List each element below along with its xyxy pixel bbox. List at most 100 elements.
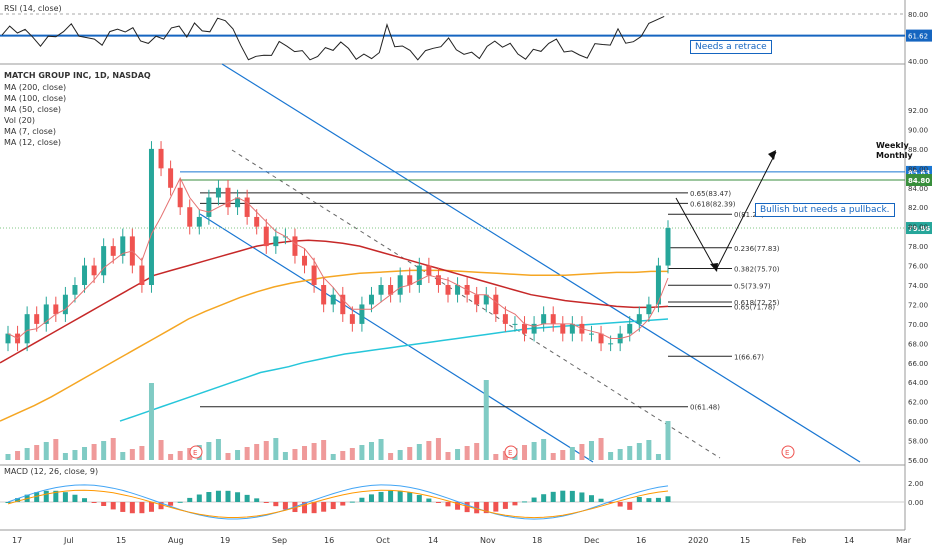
candle-body xyxy=(148,148,154,285)
price-tick-label: 92.00 xyxy=(908,107,928,115)
candle-body xyxy=(397,275,403,295)
macd-histogram-bar xyxy=(426,498,432,502)
macd-histogram-bar xyxy=(129,502,135,514)
volume-bar xyxy=(148,383,154,460)
ma200-line xyxy=(0,239,669,364)
volume-bar xyxy=(110,438,116,460)
x-tick-label: Feb xyxy=(792,536,806,545)
candle-body xyxy=(435,275,441,285)
fib-level-label: 0.618(72.25) xyxy=(734,299,780,307)
ma50-line xyxy=(119,318,669,422)
candle-body xyxy=(244,197,250,217)
fib-top-label: 0.65(83.47) xyxy=(690,190,731,198)
candle-body xyxy=(522,323,528,334)
volume-bar xyxy=(416,444,422,460)
macd-histogram-bar xyxy=(177,501,183,503)
macd-histogram-bar xyxy=(388,490,394,502)
macd-histogram-bar xyxy=(206,492,212,502)
earnings-marker xyxy=(189,445,203,459)
price-tick-label: 78.00 xyxy=(908,243,928,251)
candle-body xyxy=(302,255,308,266)
volume-bar xyxy=(5,454,11,460)
volume-bar xyxy=(254,444,260,460)
macd-histogram-bar xyxy=(569,490,575,502)
candle-body xyxy=(455,285,461,295)
last-price-label: 79.86 xyxy=(908,225,930,233)
volume-bar xyxy=(493,454,499,460)
macd-histogram-bar xyxy=(368,494,374,502)
macd-histogram-bar xyxy=(455,502,461,510)
volume-bar xyxy=(24,448,30,460)
projection-arrowhead xyxy=(710,263,718,272)
rsi-title: RSI (14, close) xyxy=(4,4,62,13)
candle-body xyxy=(646,304,652,315)
macd-histogram-bar xyxy=(330,502,336,510)
macd-tick-label: 0.00 xyxy=(908,499,924,507)
macd-histogram-bar xyxy=(340,502,346,506)
x-tick-label: 16 xyxy=(636,536,646,545)
x-tick-label: 18 xyxy=(532,536,542,545)
price-tick-label: 64.00 xyxy=(908,379,928,387)
candle-body xyxy=(493,294,499,315)
candle-body xyxy=(340,294,346,315)
macd-histogram-bar xyxy=(550,491,556,502)
rsi-tick-label: 40.00 xyxy=(908,58,928,66)
volume-bar xyxy=(569,447,575,460)
macd-histogram-bar xyxy=(263,502,269,503)
macd-histogram-bar xyxy=(235,492,241,502)
channel-upper-line xyxy=(221,63,861,463)
volume-bar xyxy=(129,449,135,460)
volume-bar xyxy=(139,446,145,460)
price-tick-label: 90.00 xyxy=(908,126,928,134)
indicator-vol: Vol (20) xyxy=(4,116,35,125)
macd-histogram-bar xyxy=(158,502,164,510)
macd-histogram-bar xyxy=(531,497,537,502)
volume-bar xyxy=(34,445,40,460)
rsi-line xyxy=(1,15,665,61)
last-price-tag xyxy=(906,222,932,235)
candle-body xyxy=(512,323,518,325)
x-tick-label: Oct xyxy=(376,536,390,545)
indicator-ma50: MA (50, close) xyxy=(4,105,62,114)
volume-bar xyxy=(15,451,21,460)
earnings-marker xyxy=(504,445,518,459)
candle-body xyxy=(168,168,174,188)
volume-bar xyxy=(43,442,49,460)
candle-body xyxy=(541,314,547,324)
volume-bar xyxy=(225,453,231,460)
x-tick-label: 15 xyxy=(116,536,126,545)
pullback-note: Bullish but needs a pullback. xyxy=(755,203,895,217)
candle-body xyxy=(388,285,394,295)
macd-histogram-bar xyxy=(244,494,250,502)
candle-body xyxy=(636,314,642,324)
macd-histogram-bar xyxy=(579,492,585,502)
macd-histogram-bar xyxy=(168,502,174,506)
macd-histogram-bar xyxy=(588,495,594,502)
candle-body xyxy=(235,197,241,208)
macd-histogram-bar xyxy=(254,498,260,502)
indicator-ma200: MA (200, close) xyxy=(4,83,67,92)
macd-histogram-bar xyxy=(282,502,288,510)
volume-bar xyxy=(263,441,269,460)
price-tick-label: 62.00 xyxy=(908,399,928,407)
rsi-level-tag xyxy=(906,29,932,42)
earnings-marker-label: E xyxy=(508,449,512,457)
x-tick-label: Mar xyxy=(896,536,912,545)
macd-histogram-bar xyxy=(636,497,642,502)
macd-histogram-bar xyxy=(321,502,327,512)
macd-histogram-bar xyxy=(120,502,126,512)
price-tick-label: 76.00 xyxy=(908,263,928,271)
macd-histogram-bar xyxy=(43,490,49,502)
candle-body xyxy=(426,265,432,276)
earnings-marker-label: E xyxy=(785,449,789,457)
candle-body xyxy=(588,333,594,335)
macd-histogram-bar xyxy=(665,496,671,502)
macd-histogram-bar xyxy=(139,502,145,514)
candle-body xyxy=(158,148,164,169)
retrace-note: Needs a retrace xyxy=(690,40,772,54)
price-tick-label: 82.00 xyxy=(908,204,928,212)
volume-bar xyxy=(397,450,403,460)
macd-histogram-bar xyxy=(5,502,11,503)
candle-body xyxy=(24,314,30,344)
